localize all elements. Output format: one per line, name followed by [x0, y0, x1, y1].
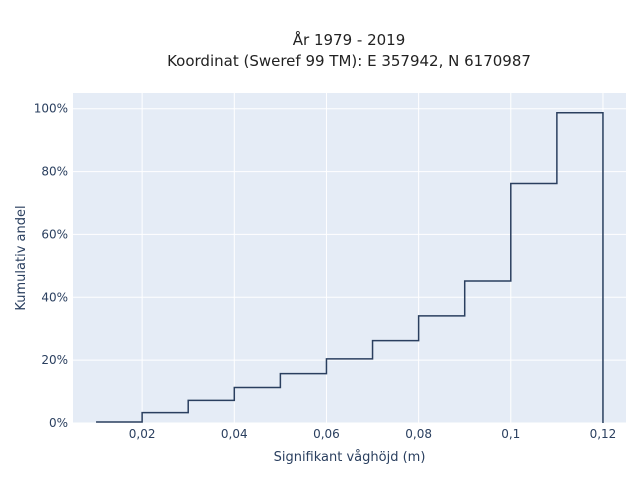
y-tick-label: 60%: [41, 227, 68, 241]
y-tick-label: 40%: [41, 290, 68, 304]
y-tick-label: 0%: [49, 416, 68, 430]
y-tick-label: 80%: [41, 165, 68, 179]
x-axis-title: Signifikant våghöjd (m): [274, 450, 426, 465]
x-tick-label: 0,08: [405, 427, 432, 441]
x-tick-label: 0,12: [590, 427, 617, 441]
plot-background: [73, 93, 626, 423]
y-tick-label: 20%: [41, 353, 68, 367]
x-tick-label: 0,04: [221, 427, 248, 441]
x-tick-label: 0,1: [501, 427, 520, 441]
series-layer: [96, 112, 604, 423]
y-tick-label: 100%: [34, 102, 68, 116]
x-tick-label: 0,06: [313, 427, 340, 441]
x-tick-label: 0,02: [129, 427, 156, 441]
tick-label-layer: 0,02 0,04 0,06 0,08 0,1 0,12 0% 20% 40% 60% 80% 100…: [34, 102, 617, 441]
y-axis-title: Kumulativ andel: [14, 205, 29, 310]
chart-title-line-2: Koordinat (Sweref 99 TM): E 357942, N 61…: [167, 52, 531, 70]
chart-title-line-1: År 1979 - 2019: [293, 30, 406, 49]
cumulative-step-line: [96, 112, 604, 423]
